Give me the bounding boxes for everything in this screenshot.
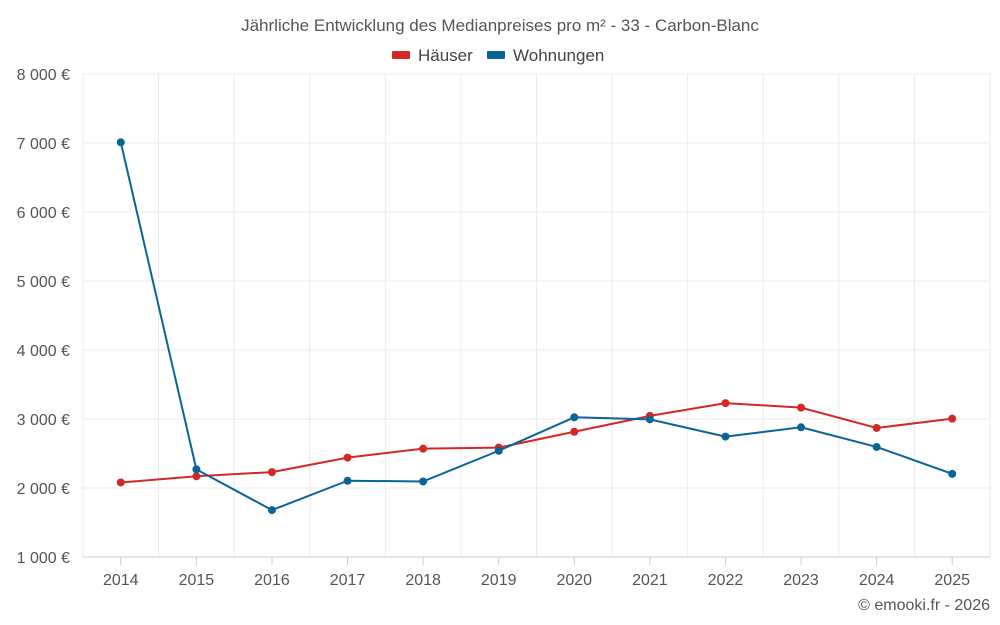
y-tick-label: 6 000 € <box>17 205 70 222</box>
x-tick-label: 2017 <box>330 572 366 589</box>
y-tick-label: 4 000 € <box>17 343 70 360</box>
data-point-haeuser[interactable] <box>419 444 428 453</box>
x-tick-label: 2015 <box>179 572 215 589</box>
data-point-haeuser[interactable] <box>721 399 730 408</box>
series-line-haeuser <box>120 402 953 484</box>
y-tick-label: 7 000 € <box>17 136 70 153</box>
x-tick-label: 2020 <box>556 572 592 589</box>
legend-item-haeuser[interactable]: Häuser <box>392 46 473 65</box>
series-line-wohnungen <box>119 142 953 512</box>
series-layer <box>116 138 957 515</box>
data-point-wohnungen[interactable] <box>192 465 201 474</box>
chart-title: Jährliche Entwicklung des Medianpreises … <box>241 16 759 35</box>
y-tick-label: 5 000 € <box>17 274 70 291</box>
data-point-haeuser[interactable] <box>797 403 806 412</box>
data-point-wohnungen[interactable] <box>419 477 428 486</box>
credit: © emooki.fr - 2026 <box>858 597 990 614</box>
data-point-wohnungen[interactable] <box>494 446 503 455</box>
data-point-haeuser[interactable] <box>570 427 579 436</box>
data-point-haeuser[interactable] <box>872 423 881 432</box>
data-point-wohnungen[interactable] <box>570 413 579 422</box>
x-tick-label: 2019 <box>481 572 517 589</box>
x-tick-label: 2021 <box>632 572 668 589</box>
legend-swatch <box>487 51 505 59</box>
legend: Häuser Wohnungen <box>392 46 604 65</box>
data-point-wohnungen[interactable] <box>721 432 730 441</box>
data-point-wohnungen[interactable] <box>948 469 957 478</box>
data-point-wohnungen[interactable] <box>797 423 806 432</box>
y-tick-label: 1 000 € <box>17 550 70 567</box>
x-axis: 2014 2015 2016 2017 2018 2019 2020 2021 2022 2023… <box>83 556 990 589</box>
data-point-haeuser[interactable] <box>343 453 352 462</box>
data-point-wohnungen[interactable] <box>116 138 125 147</box>
data-point-wohnungen[interactable] <box>343 476 352 485</box>
data-point-haeuser[interactable] <box>192 472 201 481</box>
x-tick-label: 2018 <box>405 572 441 589</box>
legend-label: Häuser <box>418 46 473 65</box>
x-tick-label: 2023 <box>783 572 819 589</box>
data-point-wohnungen[interactable] <box>872 442 881 451</box>
x-tick-label: 2025 <box>934 572 970 589</box>
data-point-wohnungen[interactable] <box>267 506 276 515</box>
x-tick-label: 2022 <box>708 572 744 589</box>
x-tick-label: 2016 <box>254 572 290 589</box>
legend-item-wohnungen[interactable]: Wohnungen <box>487 46 604 65</box>
data-point-haeuser[interactable] <box>116 478 125 487</box>
x-tick-label: 2014 <box>103 572 139 589</box>
legend-label: Wohnungen <box>513 46 604 65</box>
y-tick-label: 8 000 € <box>17 67 70 84</box>
data-point-haeuser[interactable] <box>267 468 276 477</box>
x-tick-label: 2024 <box>859 572 895 589</box>
y-axis: 1 000 € 2 000 € 3 000 € 4 000 € 5 000 € 6 000… <box>17 67 70 567</box>
data-point-wohnungen[interactable] <box>645 415 654 424</box>
grid <box>82 73 991 557</box>
y-tick-label: 3 000 € <box>17 412 70 429</box>
y-tick-label: 2 000 € <box>17 481 70 498</box>
data-point-haeuser[interactable] <box>948 414 957 423</box>
legend-swatch <box>392 51 410 59</box>
